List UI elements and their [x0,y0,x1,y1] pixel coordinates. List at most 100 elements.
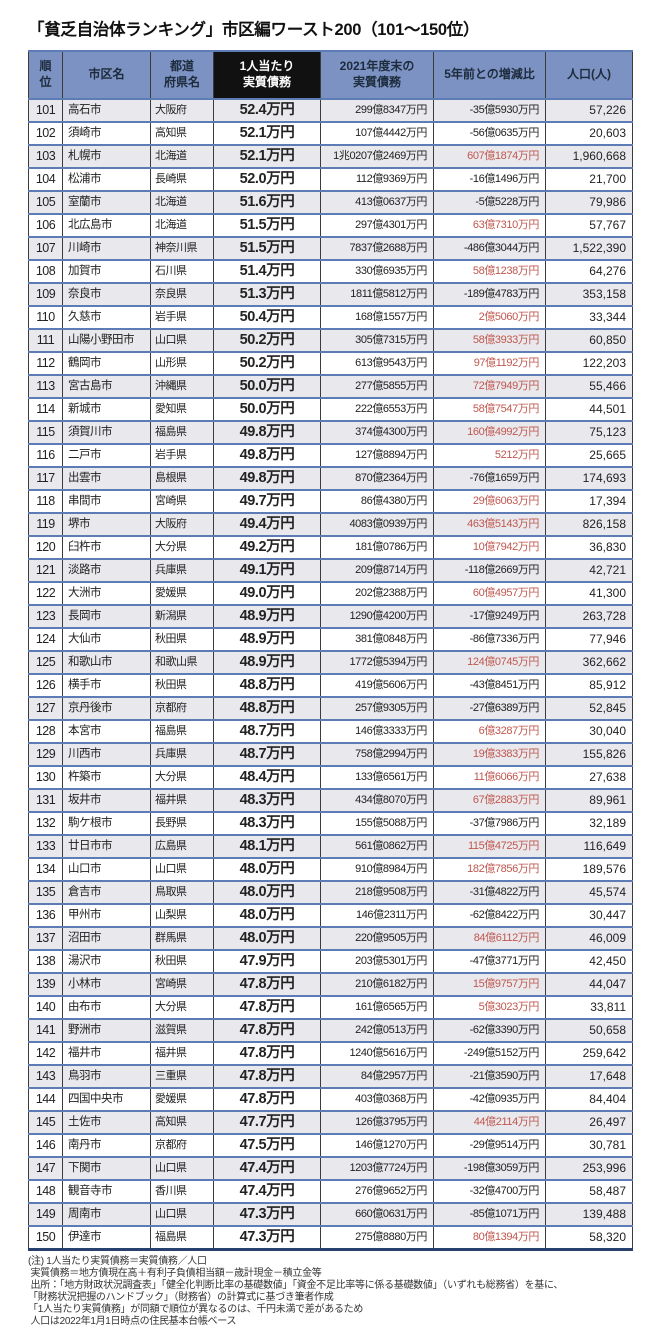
table-row: 106 北広島市 北海道 51.5万円 297億4301万円 63億7310万円… [28,214,633,237]
cell-population: 253,996 [545,1157,633,1180]
table-row: 135 倉吉市 鳥取県 48.0万円 218億9508万円 -31億4822万円… [28,881,633,904]
table-row: 139 小林市 宮崎県 47.8万円 210億6182万円 15億9757万円 … [28,973,633,996]
cell-fy2021-debt: 86億4380万円 [320,490,434,513]
cell-rank: 104 [35,172,56,186]
cell-per-capita-debt: 47.3万円 [213,1226,321,1250]
cell-per-capita-debt: 52.1万円 [213,145,321,168]
cell-per-capita-debt: 51.5万円 [213,214,321,237]
cell-5yr-change: 463億5143万円 [433,513,546,536]
cell-city: 本宮市 [62,720,151,743]
cell-population: 1,960,668 [545,145,633,168]
cell-city: 久慈市 [62,306,151,329]
cell-per-capita-debt: 48.8万円 [213,674,321,697]
cell-population: 58,487 [545,1180,633,1203]
cell-per-capita-debt: 52.1万円 [213,122,321,145]
cell-city: 小林市 [62,973,151,996]
cell-prefecture: 滋賀県 [150,1019,214,1042]
cell-5yr-change: 607億1874万円 [433,145,546,168]
cell-per-capita-debt: 48.9万円 [213,651,321,674]
cell-fy2021-debt: 242億0513万円 [320,1019,434,1042]
cell-5yr-change: -62億8422万円 [433,904,546,927]
cell-population: 36,830 [545,536,633,559]
cell-rank: 114 [36,402,55,416]
cell-city: 福井市 [62,1042,151,1065]
table-row: 133 廿日市市 広島県 48.1万円 561億0862万円 115億4725万… [28,835,633,858]
cell-prefecture: 福島県 [150,1226,214,1250]
column-header-5yr-change: 5年前との増減比 [433,51,546,99]
cell-5yr-change: -249億5152万円 [433,1042,546,1065]
footnote-line: 「財務状況把握のハンドブック」（財務省）の計算式に基づき筆者作成 [28,1292,334,1303]
cell-rank: 119 [28,513,63,536]
cell-population: 64,276 [545,260,633,283]
cell-per-capita-debt: 48.7万円 [213,720,321,743]
cell-population: 42,450 [545,950,633,973]
cell-city: 奈良市 [62,283,151,306]
table-row: 115 須賀川市 福島県 49.8万円 374億4300万円 160億4992万… [28,421,633,444]
cell-fy2021-debt: 222億6553万円 [320,398,434,421]
cell-fy2021-debt: 203億5301万円 [320,950,434,973]
cell-rank: 142 [35,1046,56,1060]
cell-rank: 108 [35,264,56,278]
cell-rank: 126 [35,678,56,692]
cell-fy2021-debt: 413億0637万円 [320,191,434,214]
cell-population: 33,811 [545,996,633,1019]
cell-rank: 117 [28,467,63,490]
cell-city: 駒ケ根市 [62,812,151,835]
cell-prefecture: 山梨県 [150,904,214,927]
cell-prefecture: 山口県 [150,329,214,352]
cell-fy2021-debt: 161億6565万円 [320,996,434,1019]
cell-per-capita-debt: 47.8万円 [213,1088,321,1111]
cell-city: 観音寺市 [62,1180,151,1203]
table-row: 149 周南市 山口県 47.3万円 660億0631万円 -85億1071万円… [28,1203,633,1226]
cell-population: 30,781 [545,1134,633,1157]
cell-city: 坂井市 [62,789,151,812]
cell-city: 淡路市 [62,559,151,582]
cell-rank: 109 [28,283,63,306]
cell-per-capita-debt: 49.0万円 [213,582,321,605]
table-row: 144 四国中央市 愛媛県 47.8万円 403億0368万円 -42億0935… [28,1088,633,1111]
cell-prefecture: 島根県 [150,467,214,490]
cell-city: 串間市 [62,490,151,513]
table-row: 140 由布市 大分県 47.8万円 161億6565万円 5億3023万円 3… [28,996,633,1019]
cell-city: 松浦市 [62,168,151,191]
table-row: 114 新城市 愛知県 50.0万円 222億6553万円 58億7547万円 … [28,398,633,421]
cell-fy2021-debt: 126億3795万円 [320,1111,434,1134]
cell-rank: 141 [28,1019,63,1042]
cell-city: 堺市 [62,513,151,536]
cell-5yr-change: -29億9514万円 [433,1134,546,1157]
cell-city: 伊達市 [62,1226,151,1250]
cell-per-capita-debt: 49.8万円 [213,421,321,444]
cell-city: 札幌市 [62,145,151,168]
cell-rank: 118 [36,494,55,508]
cell-rank: 147 [28,1157,63,1180]
cell-population: 85,912 [545,674,633,697]
cell-city: 新城市 [62,398,151,421]
cell-city: 土佐市 [62,1111,151,1134]
cell-prefecture: 宮崎県 [150,973,214,996]
cell-prefecture: 北海道 [150,214,214,237]
cell-prefecture: 群馬県 [150,927,214,950]
cell-rank: 129 [28,743,63,766]
cell-5yr-change: -85億1071万円 [433,1203,546,1226]
cell-per-capita-debt: 48.8万円 [213,697,321,720]
cell-population: 189,576 [545,858,633,881]
cell-prefecture: 香川県 [150,1180,214,1203]
cell-prefecture: 京都府 [150,1134,214,1157]
column-header-population: 人口(人) [545,51,633,99]
cell-population: 27,638 [545,766,633,789]
cell-rank: 101 [28,99,63,122]
footnote-line: 出所：「地方財政状況調査表」「健全化判断比率の基礎数値」「資金不足比率等に係る基… [28,1280,564,1291]
table-row: 131 坂井市 福井県 48.3万円 434億8070万円 67億2883万円 … [28,789,633,812]
table-row: 112 鶴岡市 山形県 50.2万円 613億9543万円 97億1192万円 … [28,352,633,375]
cell-fy2021-debt: 146億3333万円 [320,720,434,743]
cell-5yr-change: -43億8451万円 [433,674,546,697]
cell-5yr-change: 63億7310万円 [433,214,546,237]
cell-rank: 120 [35,540,56,554]
column-header-rank: 順 位 [28,51,63,99]
cell-fy2021-debt: 1811億5812万円 [320,283,434,306]
cell-fy2021-debt: 168億1557万円 [320,306,434,329]
footnote-line: 人口は2022年1月1日時点の住民基本台帳ベース [28,1316,237,1327]
cell-prefecture: 秋田県 [150,628,214,651]
cell-per-capita-debt: 48.0万円 [213,858,321,881]
cell-per-capita-debt: 51.5万円 [213,237,321,260]
